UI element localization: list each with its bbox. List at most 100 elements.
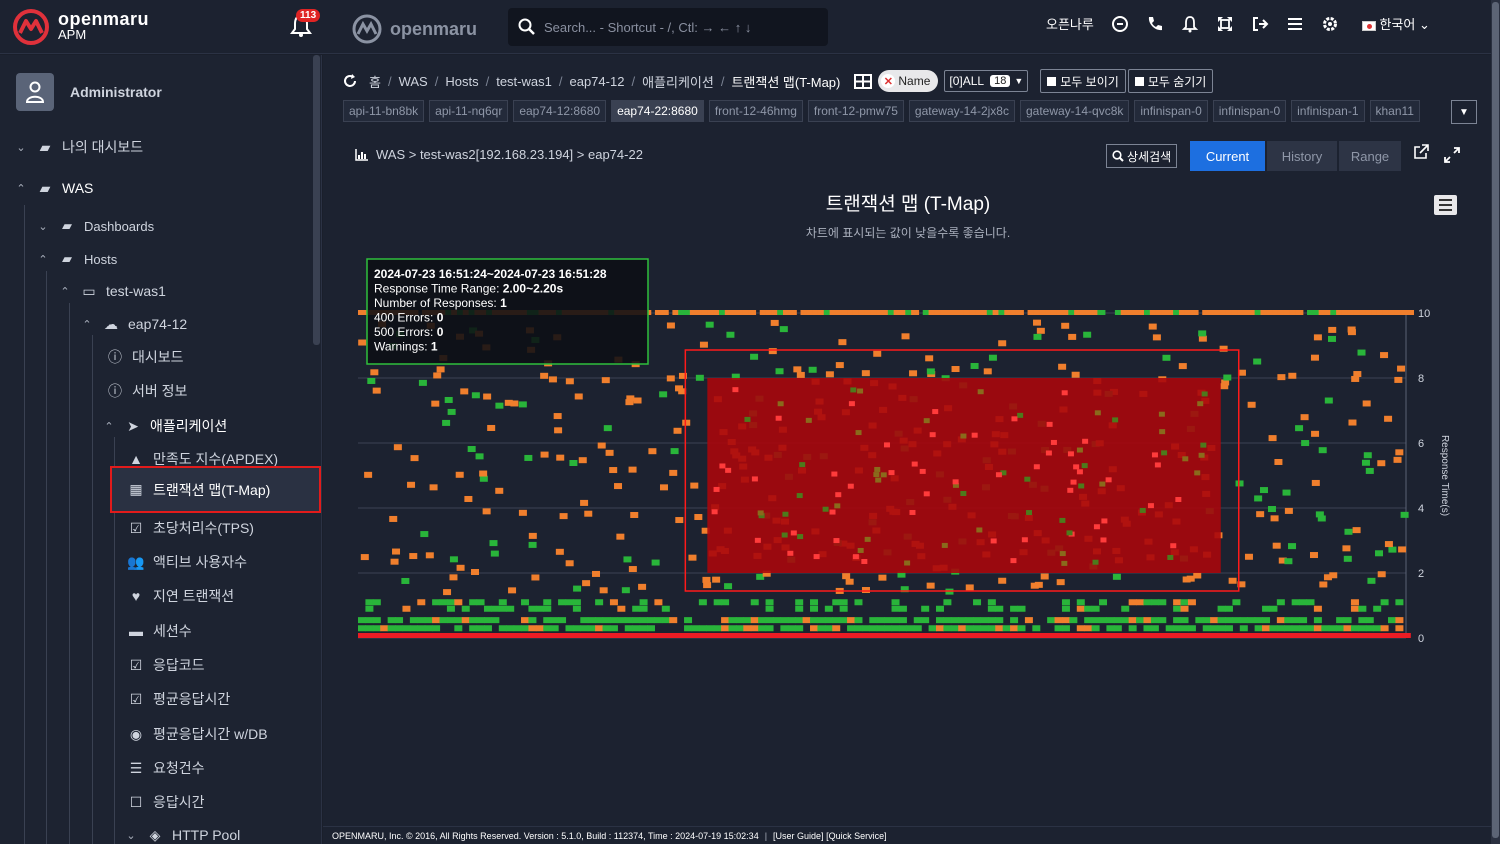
- user-profile[interactable]: Administrator: [16, 73, 162, 111]
- breadcrumb-hosts[interactable]: Hosts: [445, 73, 479, 89]
- footer-links[interactable]: [User Guide] [Quick Service]: [773, 830, 887, 841]
- sidebar-item-dashboards[interactable]: ⌄ ▰ Dashboards: [36, 218, 154, 234]
- host-tabs-more-button[interactable]: ▼: [1451, 100, 1477, 124]
- instance-select[interactable]: [0]ALL 18 ▼: [944, 70, 1029, 92]
- sidebar-item-server-info[interactable]: ⓘ 서버 정보: [106, 381, 187, 401]
- tmap-cell: [797, 534, 804, 540]
- phone-icon[interactable]: [1146, 15, 1164, 33]
- opentree-link[interactable]: 오픈나루: [1046, 17, 1094, 32]
- chevron-down-icon[interactable]: ⌄: [16, 141, 26, 154]
- info-icon: ⓘ: [108, 349, 122, 365]
- host-tab[interactable]: khan11: [1369, 100, 1420, 122]
- tmap-cell: [1178, 310, 1187, 315]
- host-tab[interactable]: gateway-14-qvc8k: [1019, 100, 1130, 122]
- page-scrollbar[interactable]: [1491, 0, 1500, 844]
- tmap-cell: [479, 475, 488, 482]
- breadcrumb-instance[interactable]: eap74-12: [569, 73, 625, 89]
- tmap-cell: [1324, 397, 1333, 404]
- apdex-icon: ▲: [129, 451, 143, 467]
- sidebar-item-delayed-tx[interactable]: ♥ 지연 트랜잭션: [127, 586, 234, 606]
- search-input[interactable]: [544, 19, 814, 35]
- host-tab[interactable]: infinispan-0: [1134, 100, 1208, 122]
- logout-icon[interactable]: [1251, 15, 1269, 33]
- tmap-cell: [817, 625, 826, 632]
- sidebar-item-eap74-12[interactable]: ⌃ ☁ eap74-12: [80, 316, 187, 333]
- tmap-cell: [1173, 599, 1182, 606]
- tmap-cell: [911, 461, 918, 467]
- sidebar-item-dashboard[interactable]: ⓘ 대시보드: [106, 347, 184, 367]
- host-tab[interactable]: eap74-12:8680: [513, 100, 607, 122]
- chevron-down-icon[interactable]: ⌄: [38, 220, 48, 233]
- breadcrumb-home[interactable]: 홈: [369, 74, 381, 90]
- sidebar-item-response-time[interactable]: ☐ 응답시간: [127, 792, 205, 812]
- host-tab[interactable]: api-11-nq6qr: [429, 100, 509, 122]
- host-tab[interactable]: front-12-46hmg: [708, 100, 803, 122]
- tmap-cell: [787, 550, 794, 556]
- sidebar-item-avg-response-db[interactable]: ◉ 평균응답시간 w/DB: [127, 724, 268, 744]
- expand-arrows-icon[interactable]: [1216, 15, 1234, 33]
- sidebar-scrollbar[interactable]: [313, 55, 320, 345]
- tmap-plot[interactable]: 024681016:4416:4616:4816:5016:52Response…: [323, 179, 1500, 649]
- tmap-cell: [1154, 462, 1161, 468]
- sidebar-item-http-pool[interactable]: ⌄ ◈ HTTP Pool: [124, 827, 240, 844]
- tab-range[interactable]: Range: [1339, 141, 1401, 171]
- host-tab[interactable]: api-11-bn8bk: [343, 100, 425, 122]
- gear-icon[interactable]: [1321, 15, 1339, 33]
- detail-search-button[interactable]: 상세검색: [1106, 144, 1178, 168]
- sidebar-item-tps[interactable]: ☑ 초당처리수(TPS): [127, 518, 254, 538]
- chart-menu-button[interactable]: [1434, 195, 1457, 215]
- host-tab[interactable]: front-12-pmw75: [807, 100, 904, 122]
- hide-all-button[interactable]: 모두 숨기기: [1127, 69, 1214, 93]
- openmaru-logo[interactable]: openmaru APM: [12, 9, 149, 45]
- sidebar-item-response-code[interactable]: ☑ 응답코드: [127, 655, 205, 675]
- tmap-cell: [638, 583, 647, 590]
- tmap-cell: [900, 586, 909, 593]
- refresh-icon[interactable]: [343, 74, 357, 88]
- breadcrumb-application[interactable]: 애플리케이션: [642, 74, 714, 90]
- sidebar-item-application[interactable]: ⌃ ➤ 애플리케이션: [102, 416, 227, 436]
- tmap-cell: [402, 605, 411, 612]
- chevron-up-icon[interactable]: ⌃: [60, 285, 70, 298]
- chevron-up-icon[interactable]: ⌃: [38, 253, 48, 266]
- sidebar-item-hosts[interactable]: ⌃ ▰ Hosts: [36, 251, 117, 267]
- sidebar-item-my-dashboard[interactable]: ⌄ ▰ 나의 대시보드: [14, 137, 143, 157]
- tab-history[interactable]: History: [1267, 141, 1337, 171]
- sidebar-item-avg-response[interactable]: ☑ 평균응답시간: [127, 689, 231, 709]
- host-tab[interactable]: eap74-22:8680: [611, 100, 704, 122]
- chat-search-icon[interactable]: [1111, 15, 1129, 33]
- sidebar-item-sessions[interactable]: ▬ 세션수: [127, 621, 192, 641]
- external-link-icon[interactable]: [1413, 144, 1429, 160]
- sidebar-item-tmap[interactable]: ▦ 트랜잭션 맵(T-Map): [110, 466, 321, 513]
- breadcrumb-host[interactable]: test-was1: [496, 73, 552, 89]
- host-tab[interactable]: infinispan-0: [1212, 100, 1287, 122]
- fullscreen-icon[interactable]: [1444, 147, 1460, 163]
- sidebar-item-active-users[interactable]: 👥 액티브 사용자수: [127, 552, 247, 572]
- tab-current[interactable]: Current: [1190, 141, 1265, 171]
- chevron-up-icon[interactable]: ⌃: [16, 182, 26, 195]
- language-select[interactable]: 한국어 ⌄: [1361, 14, 1430, 33]
- host-tab[interactable]: infinispan-1: [1291, 100, 1365, 122]
- chevron-up-icon[interactable]: ⌃: [82, 318, 92, 331]
- tmap-cell: [712, 576, 721, 583]
- bell-icon[interactable]: [1181, 15, 1199, 33]
- tmap-cell: [565, 560, 574, 567]
- sidebar-item-was[interactable]: ⌃ ▰ WAS: [14, 180, 93, 197]
- sidebar-item-requests[interactable]: ☰ 요청건수: [127, 758, 205, 778]
- tmap-cell: [565, 599, 574, 606]
- search-icon: [1112, 150, 1124, 162]
- name-filter-pill[interactable]: ✕ Name: [878, 70, 939, 92]
- tmap-cell: [958, 633, 967, 638]
- chevron-down-icon[interactable]: ⌄: [126, 829, 136, 842]
- close-icon[interactable]: ✕: [881, 74, 896, 88]
- global-search[interactable]: [508, 8, 828, 46]
- tmap-cell: [957, 310, 966, 315]
- tmap-cell: [913, 625, 922, 632]
- show-all-button[interactable]: 모두 보이기: [1040, 69, 1126, 93]
- breadcrumb-was[interactable]: WAS: [398, 73, 428, 89]
- sidebar-item-test-was1[interactable]: ⌃ ▭ test-was1: [58, 283, 166, 300]
- chevron-up-icon[interactable]: ⌃: [104, 420, 114, 433]
- menu-icon[interactable]: [1286, 15, 1304, 33]
- host-tab[interactable]: gateway-14-2jx8c: [908, 100, 1015, 122]
- sidebar-item-apdex[interactable]: ▲ 만족도 지수(APDEX): [127, 449, 278, 469]
- grid-view-icon[interactable]: [854, 73, 873, 89]
